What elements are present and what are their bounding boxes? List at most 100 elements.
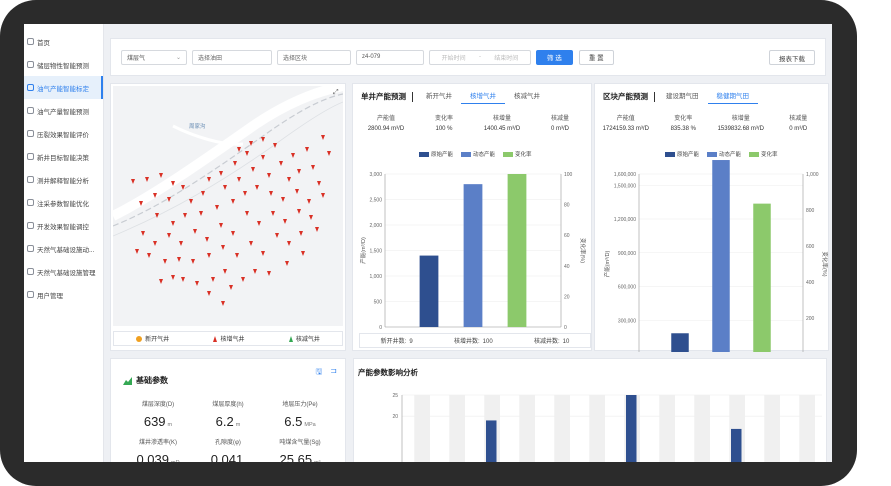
- increase-well-pin[interactable]: [253, 269, 257, 274]
- single-well-tab-0[interactable]: 新开气井: [426, 93, 452, 100]
- increase-well-pin[interactable]: [191, 259, 195, 264]
- single-well-tab-1[interactable]: 核增气井: [461, 90, 505, 104]
- increase-well-pin[interactable]: [171, 275, 175, 280]
- increase-well-pin[interactable]: [215, 205, 219, 210]
- increase-well-pin[interactable]: [311, 165, 315, 170]
- block-select[interactable]: 选择区块: [277, 49, 351, 65]
- increase-well-pin[interactable]: [153, 241, 157, 246]
- increase-well-pin[interactable]: [245, 151, 249, 156]
- increase-well-pin[interactable]: [219, 171, 223, 176]
- sidebar-item-9[interactable]: 天然气基础设施动...: [24, 237, 103, 260]
- sidebar-item-6[interactable]: 测井解释智能分析: [24, 168, 103, 191]
- increase-well-pin[interactable]: [183, 213, 187, 218]
- increase-well-pin[interactable]: [223, 185, 227, 190]
- increase-well-pin[interactable]: [159, 173, 163, 178]
- increase-well-pin[interactable]: [205, 237, 209, 242]
- increase-well-pin[interactable]: [297, 169, 301, 174]
- sidebar-item-11[interactable]: 用户管理: [24, 283, 103, 306]
- increase-well-pin[interactable]: [171, 221, 175, 226]
- increase-well-pin[interactable]: [219, 223, 223, 228]
- single-well-tab-2[interactable]: 核减气井: [514, 93, 540, 100]
- increase-well-pin[interactable]: [181, 185, 185, 190]
- influence-bar[interactable]: [731, 428, 742, 462]
- sidebar-item-10[interactable]: 天然气基础设施管理: [24, 260, 103, 283]
- increase-well-pin[interactable]: [255, 185, 259, 190]
- increase-well-pin[interactable]: [301, 251, 305, 256]
- block-tab-0[interactable]: 建设期气田: [666, 93, 699, 100]
- increase-well-pin[interactable]: [243, 191, 247, 196]
- increase-well-pin[interactable]: [207, 291, 211, 296]
- increase-well-pin[interactable]: [327, 151, 331, 156]
- increase-well-pin[interactable]: [281, 197, 285, 202]
- increase-well-pin[interactable]: [167, 233, 171, 238]
- increase-well-pin[interactable]: [195, 281, 199, 286]
- increase-well-pin[interactable]: [287, 241, 291, 246]
- increase-well-pin[interactable]: [171, 181, 175, 186]
- increase-well-pin[interactable]: [305, 147, 309, 152]
- sidebar-item-8[interactable]: 开发效果智能调控: [24, 214, 103, 237]
- sidebar-item-3[interactable]: 油气产量智能预测: [24, 99, 103, 122]
- increase-well-pin[interactable]: [211, 277, 215, 282]
- increase-well-pin[interactable]: [221, 245, 225, 250]
- increase-well-pin[interactable]: [131, 179, 135, 184]
- increase-well-pin[interactable]: [315, 227, 319, 232]
- increase-well-pin[interactable]: [273, 143, 277, 148]
- increase-well-pin[interactable]: [201, 191, 205, 196]
- increase-well-pin[interactable]: [257, 221, 261, 226]
- bar-原始产能[interactable]: [419, 255, 439, 327]
- increase-well-pin[interactable]: [249, 141, 253, 146]
- sidebar-item-1[interactable]: 储层物性智能预测: [24, 53, 103, 76]
- export-icon[interactable]: ⊐: [330, 366, 337, 375]
- influence-bar[interactable]: [486, 420, 497, 462]
- date-range-picker[interactable]: 开始时间 - 结束时间: [429, 49, 531, 65]
- increase-well-pin[interactable]: [179, 241, 183, 246]
- increase-well-pin[interactable]: [321, 135, 325, 140]
- well-id-input[interactable]: z4-079: [356, 49, 424, 65]
- increase-well-pin[interactable]: [237, 147, 241, 152]
- increase-well-pin[interactable]: [317, 181, 321, 186]
- increase-well-pin[interactable]: [145, 177, 149, 182]
- increase-well-pin[interactable]: [267, 173, 271, 178]
- increase-well-pin[interactable]: [275, 233, 279, 238]
- sidebar-item-2[interactable]: 油气产能智能标定: [24, 76, 103, 99]
- increase-well-pin[interactable]: [261, 155, 265, 160]
- increase-well-pin[interactable]: [181, 277, 185, 282]
- increase-well-pin[interactable]: [199, 211, 203, 216]
- increase-well-pin[interactable]: [321, 193, 325, 198]
- bar-变化率[interactable]: [507, 174, 527, 327]
- increase-well-pin[interactable]: [291, 153, 295, 158]
- increase-well-pin[interactable]: [207, 177, 211, 182]
- increase-well-pin[interactable]: [237, 177, 241, 182]
- bar-动态产能[interactable]: [463, 184, 483, 327]
- sidebar-item-4[interactable]: 压裂效果智能评价: [24, 122, 103, 145]
- increase-well-pin[interactable]: [279, 161, 283, 166]
- increase-well-pin[interactable]: [223, 269, 227, 274]
- filter-button[interactable]: 筛 选: [536, 49, 573, 65]
- bar-动态产能[interactable]: [712, 160, 730, 352]
- increase-well-pin[interactable]: [155, 213, 159, 218]
- increase-well-pin[interactable]: [251, 167, 255, 172]
- increase-well-pin[interactable]: [235, 253, 239, 258]
- well-map[interactable]: 周家沟 ⤢: [113, 86, 343, 326]
- increase-well-pin[interactable]: [221, 301, 225, 306]
- increase-well-pin[interactable]: [269, 191, 273, 196]
- save-icon[interactable]: 🖫: [315, 367, 323, 376]
- increase-well-pin[interactable]: [285, 261, 289, 266]
- increase-well-pin[interactable]: [297, 209, 301, 214]
- increase-well-pin[interactable]: [139, 201, 143, 206]
- increase-well-pin[interactable]: [153, 193, 157, 198]
- influence-bar[interactable]: [626, 395, 637, 462]
- expand-icon[interactable]: ⤢: [333, 89, 339, 96]
- increase-well-pin[interactable]: [147, 253, 151, 258]
- increase-well-pin[interactable]: [271, 211, 275, 216]
- increase-well-pin[interactable]: [261, 251, 265, 256]
- increase-well-pin[interactable]: [167, 197, 171, 202]
- increase-well-pin[interactable]: [249, 241, 253, 246]
- sidebar-item-0[interactable]: 首页: [24, 30, 103, 53]
- download-report-button[interactable]: 报表下载: [769, 50, 815, 65]
- basin-select[interactable]: 选择油田: [192, 49, 272, 65]
- increase-well-pin[interactable]: [141, 231, 145, 236]
- increase-well-pin[interactable]: [163, 259, 167, 264]
- increase-well-pin[interactable]: [267, 271, 271, 276]
- increase-well-pin[interactable]: [261, 137, 265, 142]
